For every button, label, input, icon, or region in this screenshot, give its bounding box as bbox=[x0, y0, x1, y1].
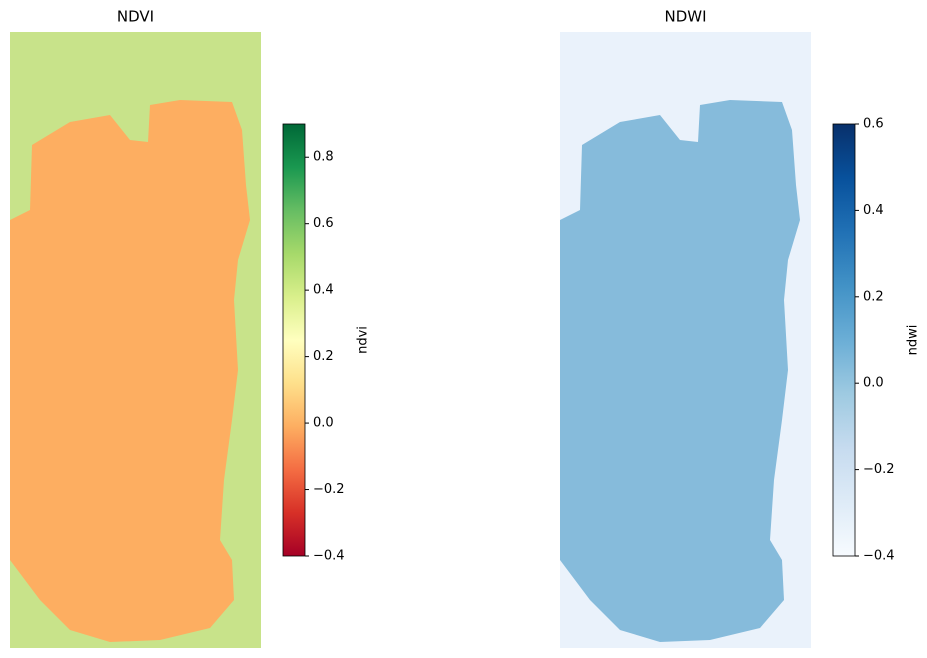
lake bbox=[10, 100, 250, 642]
panel-title: NDVI bbox=[117, 8, 154, 26]
colorbar-tick-label: 0.2 bbox=[863, 289, 884, 304]
lake-shape bbox=[560, 100, 800, 642]
panel-title: NDWI bbox=[664, 8, 706, 26]
colorbar-tick-label: −0.4 bbox=[863, 549, 895, 564]
lake bbox=[560, 100, 800, 642]
colorbar-label: ndvi bbox=[356, 326, 371, 354]
colorbar-tick-label: 0.0 bbox=[313, 416, 334, 431]
colorbar-label: ndwi bbox=[906, 325, 921, 356]
colorbar-tick-label: 0.4 bbox=[313, 283, 334, 298]
colorbar-tick-label: 0.8 bbox=[313, 150, 334, 165]
colorbar-tick-label: 0.6 bbox=[313, 216, 334, 231]
colorbar-tick-label: −0.4 bbox=[313, 549, 345, 564]
colorbar-tick-label: −0.2 bbox=[313, 482, 345, 497]
colorbar bbox=[282, 123, 306, 557]
colorbar-tick-label: 0.0 bbox=[863, 376, 884, 391]
colorbar-tick-label: 0.2 bbox=[313, 349, 334, 364]
lake-shape bbox=[10, 100, 250, 642]
colorbar-tick-label: 0.4 bbox=[863, 203, 884, 218]
colorbar bbox=[832, 123, 856, 557]
colorbar-tick-label: 0.6 bbox=[863, 117, 884, 132]
colorbar-tick-label: −0.2 bbox=[863, 462, 895, 477]
